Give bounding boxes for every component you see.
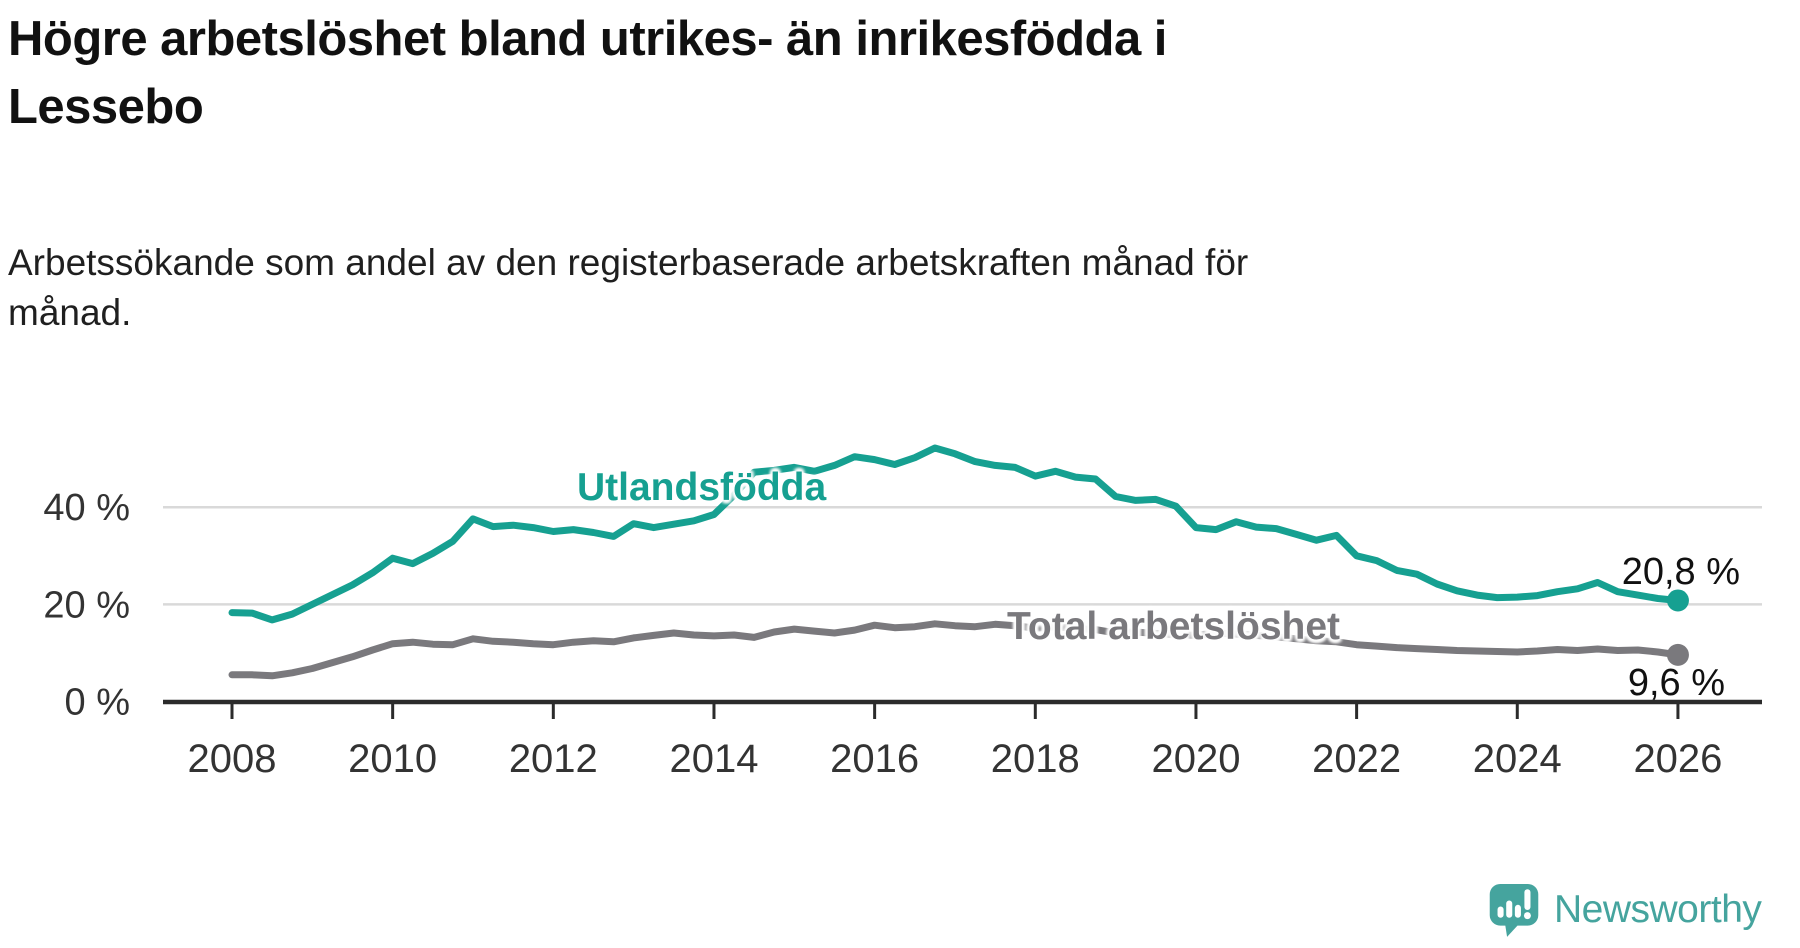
svg-text:2014: 2014 [669, 737, 758, 781]
page-title: Högre arbetslöshet bland utrikes- än inr… [8, 6, 1768, 141]
newsworthy-logo-text: Newsworthy [1554, 888, 1762, 931]
series-label-total-arbetsloshet: Total arbetslöshet [1007, 605, 1341, 648]
svg-text:2024: 2024 [1473, 737, 1562, 781]
svg-text:2012: 2012 [509, 737, 598, 781]
end-value-utlandsfodda: 20,8 % [1621, 551, 1740, 593]
svg-text:2026: 2026 [1633, 737, 1722, 781]
svg-text:2016: 2016 [830, 737, 919, 781]
newsworthy-logo: Newsworthy [1488, 882, 1762, 938]
series-label-utlandsfodda: Utlandsfödda [577, 466, 827, 509]
svg-text:2020: 2020 [1151, 737, 1240, 781]
newsworthy-bubble-chart-icon [1488, 882, 1540, 938]
svg-text:20 %: 20 % [43, 584, 130, 626]
svg-text:2010: 2010 [348, 737, 437, 781]
svg-text:2018: 2018 [991, 737, 1080, 781]
subtitle-line-1: Arbetssökande som andel av den registerb… [8, 242, 1249, 283]
subtitle-line-2: månad. [8, 291, 132, 333]
chart-subtitle: Arbetssökande som andel av den registerb… [8, 238, 1528, 338]
svg-text:40 %: 40 % [43, 487, 130, 529]
svg-text:2008: 2008 [188, 737, 277, 781]
svg-text:2022: 2022 [1312, 737, 1401, 781]
svg-text:0 %: 0 % [65, 682, 130, 724]
title-line-1: Högre arbetslöshet bland utrikes- än inr… [8, 12, 1167, 66]
end-value-total: 9,6 % [1627, 662, 1725, 704]
title-line-2: Lessebo [8, 79, 204, 134]
